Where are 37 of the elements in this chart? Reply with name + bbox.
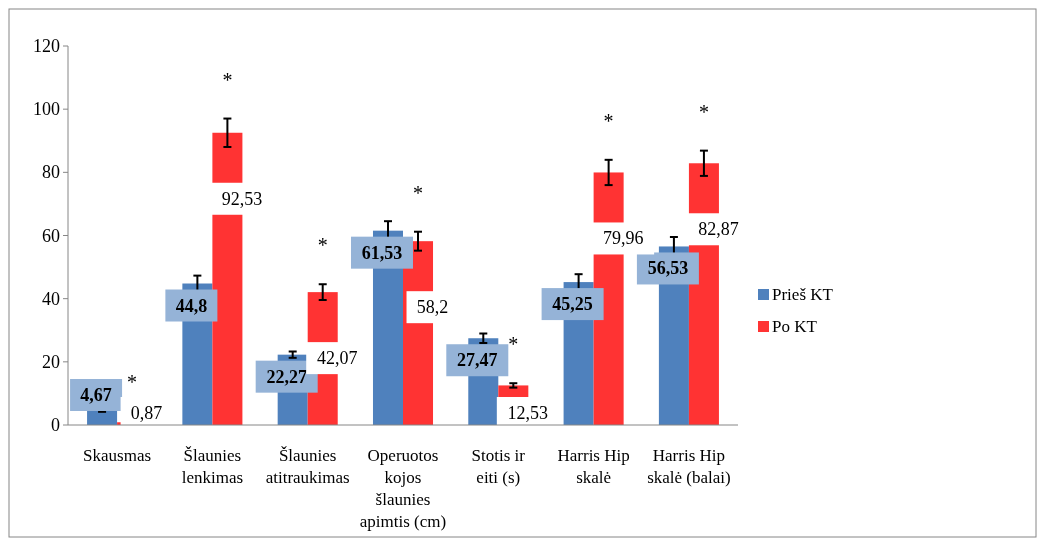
y-tick-label: 20: [42, 351, 60, 372]
data-label: 79,96: [602, 228, 644, 249]
annotation: *: [603, 109, 614, 132]
y-tick-label: 40: [42, 288, 60, 309]
y-tick-label: 80: [42, 162, 60, 183]
data-label: 0,87: [130, 403, 163, 423]
data-label: 27,47: [457, 350, 498, 371]
data-label: 82,87: [698, 219, 739, 240]
y-tick-label: 120: [33, 36, 60, 56]
y-tick-label: 100: [33, 99, 60, 120]
data-label: 12,53: [507, 403, 549, 423]
annotation: *: [317, 234, 328, 257]
x-tick-label: Skausmas: [83, 446, 152, 465]
data-label: 56,53: [647, 258, 689, 279]
x-tick-label: Stotis ir eiti (s): [471, 446, 526, 487]
x-tick-label: Šlaunies lenkimas: [181, 446, 244, 487]
data-label: 4,67: [80, 385, 112, 405]
y-tick-label: 0: [51, 415, 60, 435]
annotation: *: [698, 100, 709, 123]
annotation: *: [127, 371, 138, 394]
annotation: *: [508, 333, 519, 356]
data-label: 58,2: [416, 297, 449, 318]
data-label: 92,53: [221, 188, 263, 209]
data-label: 44,8: [175, 295, 208, 316]
x-tick-label: Harris Hip skalė: [557, 446, 630, 487]
x-tick-label: Šlaunies atitraukimas: [265, 446, 350, 487]
data-label: 42,07: [316, 348, 358, 369]
legend-label: Po KT: [772, 317, 818, 336]
x-tick-label: Harris Hip skalė (balai): [647, 446, 731, 487]
annotation: *: [413, 181, 424, 204]
annotation: *: [222, 68, 233, 91]
data-label: 61,53: [361, 242, 403, 263]
legend-label: Prieš KT: [772, 285, 834, 304]
data-label: 45,25: [552, 294, 593, 315]
data-label: 22,27: [266, 366, 307, 387]
y-tick-label: 60: [42, 225, 60, 246]
x-tick-label: Operuotos kojos šlaunies apimtis (cm): [359, 446, 447, 531]
